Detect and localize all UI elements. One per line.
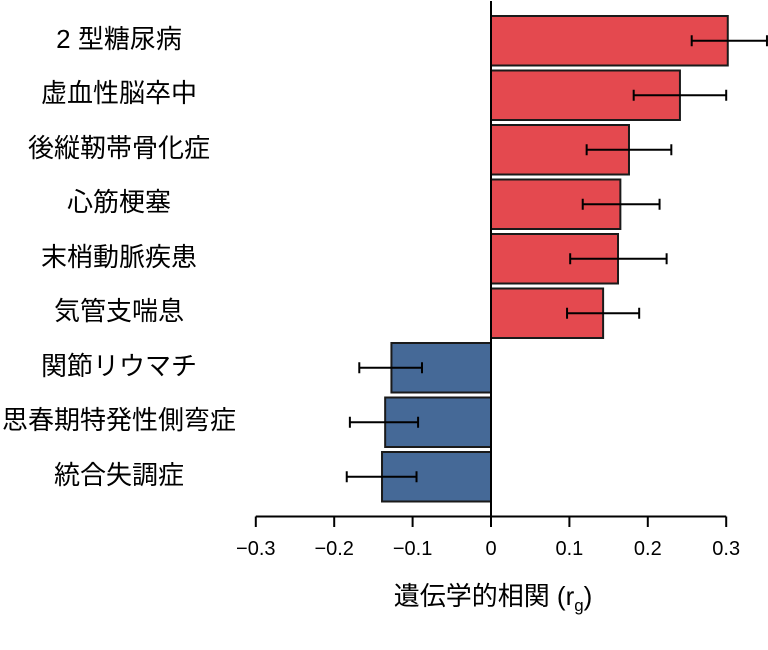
x-tick-label-3: 0 <box>485 538 497 560</box>
error-bar-7 <box>348 416 420 428</box>
x-tick-label-1: −0.2 <box>314 538 354 560</box>
category-label-6: 関節リウマチ <box>40 350 198 381</box>
error-bar-8 <box>345 471 418 483</box>
x-tick-label-4: 0.1 <box>555 538 584 560</box>
x-tick-label-5: 0.2 <box>633 538 662 560</box>
x-tick-label-2: −0.1 <box>392 538 433 560</box>
x-axis-title: 遺伝学的相関 (rg) <box>393 581 593 614</box>
category-label-3: 心筋梗塞 <box>66 187 172 218</box>
category-label-0: 2 型糖尿病 <box>56 23 182 54</box>
error-bar-0 <box>690 35 768 47</box>
error-bar-6 <box>358 362 424 374</box>
error-bar-3 <box>581 198 661 210</box>
category-label-2: 後縦靭帯骨化症 <box>27 132 211 163</box>
error-bar-5 <box>566 307 641 319</box>
x-tick-label-0: −0.3 <box>236 538 276 560</box>
x-axis-title-text: 遺伝学的相関 (r <box>393 581 575 611</box>
error-bar-1 <box>632 89 728 101</box>
category-label-1: 虚血性脳卒中 <box>40 78 198 109</box>
x-tick-label-6: 0.3 <box>712 538 741 560</box>
category-label-5: 気管支喘息 <box>53 296 185 327</box>
error-bar-2 <box>585 144 673 156</box>
category-label-8: 統合失調症 <box>53 459 185 490</box>
category-label-7: 思春期特発性側弯症 <box>1 405 237 436</box>
error-bar-4 <box>569 253 668 265</box>
category-label-4: 末梢動脈疾患 <box>40 241 198 272</box>
x-axis-title-close: ) <box>583 581 593 611</box>
x-axis-title-subscript: g <box>574 595 584 615</box>
